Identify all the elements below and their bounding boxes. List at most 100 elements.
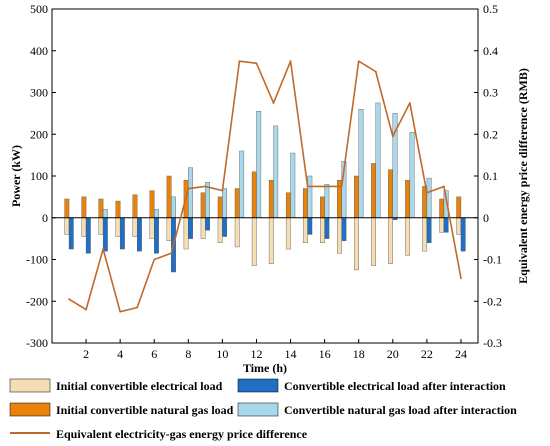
bar-gas-after-13 (273, 125, 279, 218)
bar-gas-after-3 (102, 209, 108, 218)
point-price-difference-2 (85, 308, 87, 311)
bar-initial-electrical-17 (337, 217, 342, 254)
x-tick-label: 14 (285, 347, 297, 361)
point-price-difference-11 (238, 60, 241, 63)
bar-electrical-after-3 (102, 217, 108, 252)
bar-gas-after-18 (358, 108, 364, 218)
y-tick-label: -300 (26, 336, 48, 350)
bar-initial-gas-5 (132, 194, 138, 218)
bar-initial-electrical-3 (98, 217, 104, 235)
bar-initial-gas-13 (268, 179, 274, 218)
bar-initial-gas-23 (439, 198, 445, 218)
x-tick-label: 6 (151, 347, 157, 361)
x-tick-label: 16 (319, 347, 331, 361)
bar-initial-electrical-8 (183, 217, 189, 250)
legend-swatch-electrical-after (237, 378, 279, 393)
point-price-difference-14 (289, 60, 292, 63)
bar-initial-electrical-5 (132, 217, 138, 237)
legend-swatch-initial-electrical (9, 378, 51, 393)
bar-gas-after-19 (375, 102, 381, 218)
bar-electrical-after-16 (324, 217, 330, 239)
bar-initial-electrical-16 (320, 217, 325, 243)
legend-swatch-initial-gas (9, 402, 51, 417)
x-tick-label: 22 (421, 347, 433, 361)
bar-initial-electrical-6 (149, 217, 155, 239)
bar-initial-gas-1 (64, 198, 70, 218)
legend-label-gas-after: Convertible natural gas load after inter… (284, 403, 517, 417)
point-price-difference-18 (357, 60, 360, 63)
bar-gas-after-16 (324, 184, 330, 218)
bar-gas-after-7 (171, 196, 176, 218)
bar-gas-after-15 (307, 175, 313, 218)
bar-electrical-after-8 (188, 217, 193, 239)
bar-electrical-after-4 (119, 217, 125, 250)
bar-electrical-after-5 (136, 217, 142, 252)
y-tick-label: 200 (30, 127, 48, 141)
legend-label-electrical-after: Convertible electrical load after intera… (284, 379, 506, 393)
bar-electrical-after-6 (154, 217, 159, 254)
bar-initial-electrical-23 (439, 217, 445, 233)
point-price-difference-13 (272, 102, 275, 104)
point-price-difference-7 (170, 252, 173, 255)
bar-initial-electrical-14 (285, 217, 291, 250)
bar-initial-gas-12 (251, 171, 257, 218)
bar-initial-electrical-7 (166, 217, 172, 241)
legend-label-initial-gas: Initial convertible natural gas load (56, 403, 234, 417)
bar-initial-gas-4 (115, 200, 121, 218)
point-price-difference-10 (221, 189, 224, 192)
x-tick-label: 24 (455, 347, 467, 361)
bar-initial-electrical-15 (302, 217, 308, 243)
legend-label-initial-electrical: Initial convertible electrical load (56, 379, 223, 393)
x-axis-label: Time (h) (243, 361, 287, 375)
point-price-difference-4 (119, 310, 122, 313)
bar-initial-electrical-19 (371, 217, 376, 266)
bar-initial-electrical-4 (115, 217, 121, 237)
bar-initial-electrical-22 (422, 217, 428, 252)
bar-initial-electrical-21 (405, 217, 411, 256)
y2-tick-label: 0.3 (483, 86, 498, 100)
y-axis-label: Power (kW) (9, 145, 23, 207)
point-price-difference-6 (153, 258, 156, 261)
point-price-difference-12 (255, 62, 258, 65)
y2-tick-label: -0.3 (483, 336, 502, 350)
legend-label-price-difference: Equivalent electricity-gas energy price … (56, 427, 308, 441)
point-price-difference-8 (187, 187, 190, 190)
bar-electrical-after-1 (68, 217, 74, 250)
bar-initial-gas-10 (217, 196, 223, 218)
bar-initial-electrical-12 (251, 217, 257, 266)
legend: Initial convertible electrical load Conv… (9, 378, 517, 441)
y2-tick-label: 0.1 (483, 169, 498, 183)
y-tick-label: -200 (26, 294, 48, 308)
bar-gas-after-14 (290, 152, 296, 218)
point-price-difference-1 (68, 298, 70, 301)
bar-initial-electrical-1 (64, 217, 70, 235)
x-tick-label: 4 (117, 347, 123, 361)
point-price-difference-20 (391, 135, 394, 138)
bar-gas-after-10 (222, 188, 228, 218)
bar-gas-after-8 (188, 167, 193, 218)
bar-electrical-after-2 (85, 217, 91, 254)
bar-initial-electrical-20 (388, 217, 393, 264)
bar-electrical-after-24 (460, 217, 466, 252)
bar-initial-gas-6 (149, 190, 155, 218)
bar-initial-gas-11 (234, 188, 240, 218)
x-tick-label: 8 (185, 347, 191, 361)
point-price-difference-9 (204, 185, 207, 188)
x-tick-label: 20 (387, 347, 399, 361)
bar-electrical-after-22 (426, 217, 432, 243)
bar-initial-gas-9 (200, 192, 206, 218)
bar-electrical-after-17 (341, 217, 347, 241)
bar-gas-after-11 (239, 150, 245, 218)
point-price-difference-22 (425, 191, 428, 194)
bar-electrical-after-15 (307, 217, 313, 235)
x-tick-label: 18 (353, 347, 365, 361)
bar-initial-gas-7 (166, 175, 172, 218)
point-price-difference-24 (460, 277, 462, 280)
bar-electrical-after-23 (443, 217, 449, 233)
bar-initial-electrical-9 (200, 217, 206, 239)
bar-initial-gas-24 (456, 196, 462, 218)
bar-gas-after-6 (154, 209, 159, 218)
bar-initial-gas-2 (81, 196, 87, 218)
y-tick-label: 300 (30, 86, 48, 100)
